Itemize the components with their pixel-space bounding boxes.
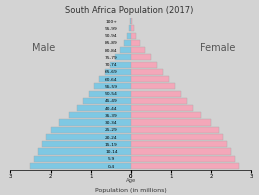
Bar <box>51 127 131 133</box>
Text: South Africa Population (2017): South Africa Population (2017) <box>65 6 194 15</box>
Bar <box>131 76 169 82</box>
Bar <box>131 127 219 133</box>
Bar <box>83 98 131 104</box>
Bar <box>115 54 131 60</box>
Bar <box>131 120 211 126</box>
Bar <box>34 156 131 162</box>
Bar <box>38 148 131 155</box>
Bar <box>131 69 163 75</box>
Text: Population (in millions): Population (in millions) <box>95 188 167 193</box>
Bar <box>69 112 131 118</box>
Bar <box>131 54 151 60</box>
Bar <box>110 62 131 68</box>
Bar <box>131 18 132 24</box>
Bar <box>105 69 131 75</box>
Bar <box>131 112 201 118</box>
Bar <box>124 40 131 46</box>
Bar <box>131 90 181 97</box>
Bar <box>131 163 239 169</box>
Bar <box>131 83 175 90</box>
Bar <box>47 134 131 140</box>
Bar <box>59 120 131 126</box>
Bar <box>130 18 131 24</box>
Bar <box>131 105 193 111</box>
Bar <box>131 40 140 46</box>
Bar <box>131 148 231 155</box>
Bar <box>94 83 131 90</box>
Bar <box>131 33 136 39</box>
Bar <box>131 134 223 140</box>
Bar <box>31 163 131 169</box>
Bar <box>77 105 131 111</box>
Text: Age: Age <box>126 178 136 183</box>
Text: Female: Female <box>200 43 235 53</box>
Bar <box>131 25 134 32</box>
Bar <box>131 62 157 68</box>
Bar <box>131 98 187 104</box>
Text: Male: Male <box>32 43 56 53</box>
Bar <box>129 25 131 32</box>
Bar <box>89 90 131 97</box>
Bar <box>99 76 131 82</box>
Bar <box>120 47 131 53</box>
Bar <box>131 141 227 147</box>
Bar <box>131 156 235 162</box>
Bar <box>127 33 131 39</box>
Bar <box>131 47 145 53</box>
Bar <box>42 141 131 147</box>
